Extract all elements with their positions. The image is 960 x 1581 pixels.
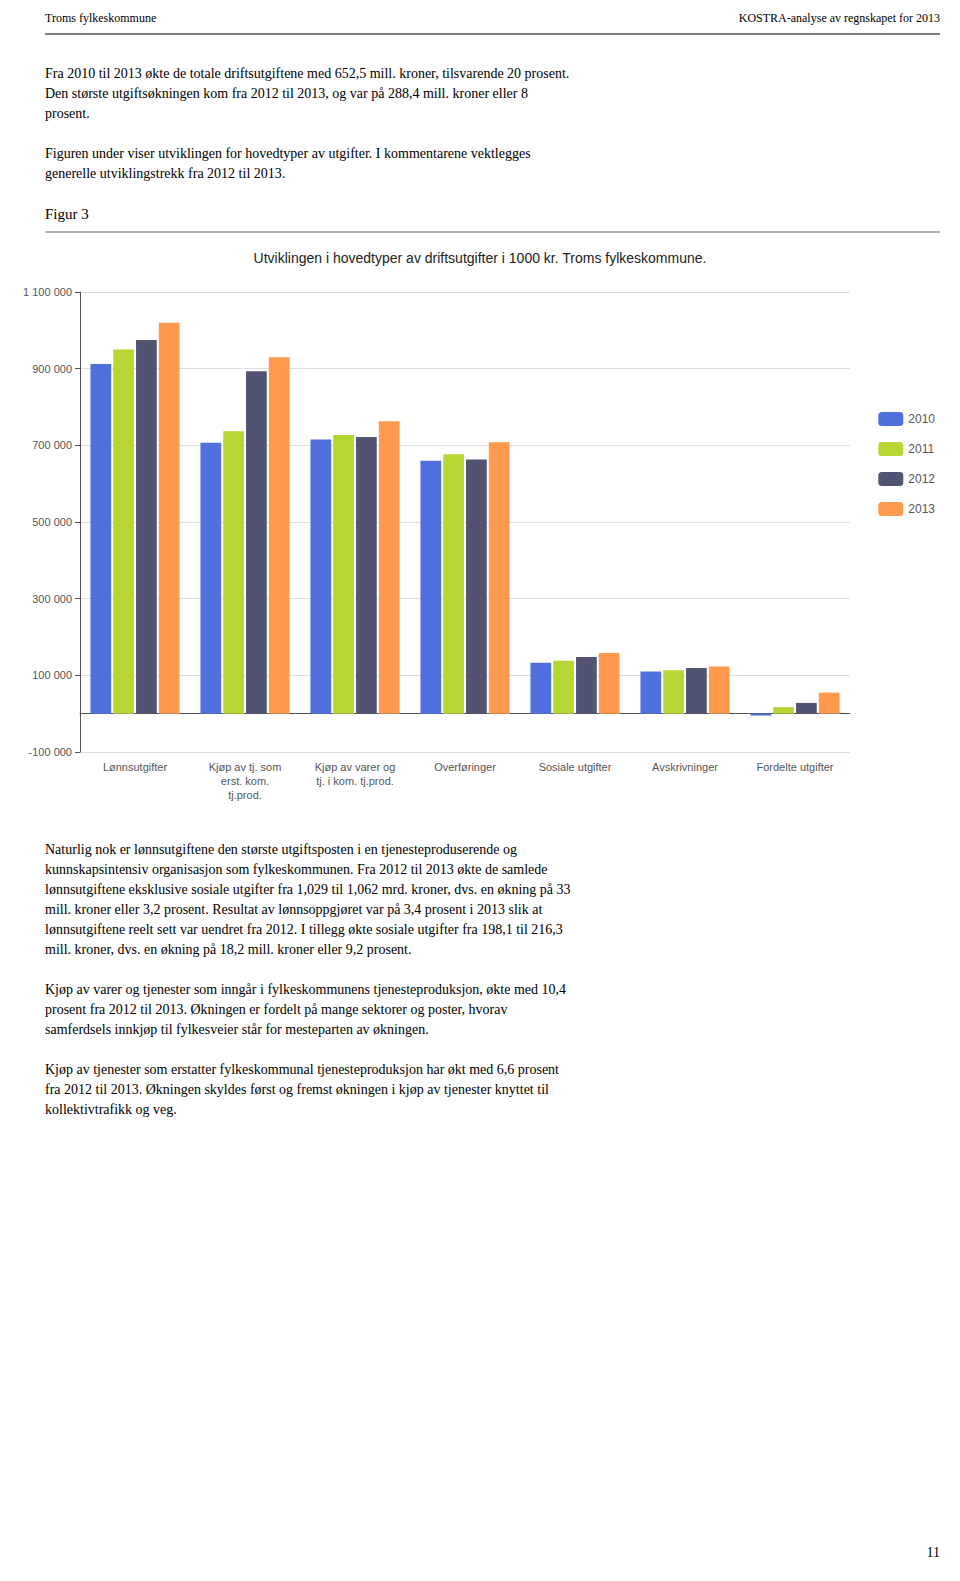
- svg-text:Utviklingen i hovedtyper av dr: Utviklingen i hovedtyper av driftsutgift…: [254, 250, 707, 266]
- svg-text:lønnsutgiftene eksklusive sosi: lønnsutgiftene eksklusive sosiale utgift…: [45, 882, 571, 897]
- svg-text:tj. i kom. tj.prod.: tj. i kom. tj.prod.: [316, 775, 394, 787]
- svg-text:1 100 000: 1 100 000: [23, 286, 72, 298]
- svg-text:Kjøp av varer og: Kjøp av varer og: [315, 761, 396, 773]
- svg-text:erst. kom.: erst. kom.: [221, 775, 269, 787]
- svg-text:2012: 2012: [908, 472, 935, 486]
- svg-text:Fordelte utgifter: Fordelte utgifter: [756, 761, 833, 773]
- svg-text:700 000: 700 000: [32, 439, 72, 451]
- svg-text:generelle utviklingstrekk fra: generelle utviklingstrekk fra 2012 til 2…: [45, 166, 285, 181]
- svg-text:prosent fra 2012 til 2013. Økn: prosent fra 2012 til 2013. Økningen er f…: [45, 1002, 507, 1017]
- svg-text:Kjøp av varer og tjenester som: Kjøp av varer og tjenester som inngår i …: [45, 982, 566, 997]
- svg-text:kollektivtrafikk og veg.: kollektivtrafikk og veg.: [45, 1102, 177, 1117]
- svg-text:Naturlig nok er lønnsutgiftene: Naturlig nok er lønnsutgiftene den størs…: [45, 842, 517, 857]
- svg-text:samferdsels innkjøp til fylkes: samferdsels innkjøp til fylkesveier står…: [45, 1022, 429, 1037]
- svg-text:Den største utgiftsøkningen ko: Den største utgiftsøkningen kom fra 2012…: [45, 86, 528, 101]
- svg-text:11: 11: [927, 1545, 940, 1560]
- svg-text:-100 000: -100 000: [29, 746, 72, 758]
- svg-text:mill. kroner, dvs. en økning p: mill. kroner, dvs. en økning på 18,2 mil…: [45, 942, 411, 957]
- svg-text:fra 2012 til 2013. Økningen sk: fra 2012 til 2013. Økningen skyldes førs…: [45, 1082, 549, 1097]
- svg-text:300 000: 300 000: [32, 593, 72, 605]
- svg-text:Kjøp av tj. som: Kjøp av tj. som: [209, 761, 282, 773]
- svg-text:KOSTRA-analyse av regnskapet f: KOSTRA-analyse av regnskapet for 2013: [739, 11, 940, 25]
- svg-text:Figur 3: Figur 3: [45, 206, 89, 222]
- svg-text:Figuren under viser utviklinge: Figuren under viser utviklingen for hove…: [45, 146, 531, 161]
- svg-text:500 000: 500 000: [32, 516, 72, 528]
- svg-text:Kjøp av tjenester som erstatte: Kjøp av tjenester som erstatter fylkesko…: [45, 1062, 559, 1077]
- svg-text:2013: 2013: [908, 502, 935, 516]
- svg-text:900 000: 900 000: [32, 363, 72, 375]
- svg-text:prosent.: prosent.: [45, 106, 90, 121]
- svg-text:mill. kroner eller 3,2 prosent: mill. kroner eller 3,2 prosent. Resultat…: [45, 902, 542, 917]
- svg-text:Troms fylkeskommune: Troms fylkeskommune: [45, 11, 156, 25]
- svg-text:Avskrivninger: Avskrivninger: [652, 761, 718, 773]
- svg-text:Overføringer: Overføringer: [434, 761, 496, 773]
- svg-text:tj.prod.: tj.prod.: [228, 789, 262, 801]
- svg-text:lønnsutgiftene reelt sett var: lønnsutgiftene reelt sett var uendret fr…: [45, 922, 563, 937]
- svg-text:Lønnsutgifter: Lønnsutgifter: [103, 761, 168, 773]
- svg-text:Sosiale utgifter: Sosiale utgifter: [539, 761, 612, 773]
- svg-text:kunnskapsintensiv organisasjon: kunnskapsintensiv organisasjon som fylke…: [45, 862, 548, 877]
- svg-text:2011: 2011: [908, 442, 934, 456]
- svg-text:Fra 2010 til 2013 økte de tota: Fra 2010 til 2013 økte de totale driftsu…: [45, 66, 569, 81]
- svg-text:100 000: 100 000: [32, 669, 72, 681]
- svg-text:2010: 2010: [908, 412, 935, 426]
